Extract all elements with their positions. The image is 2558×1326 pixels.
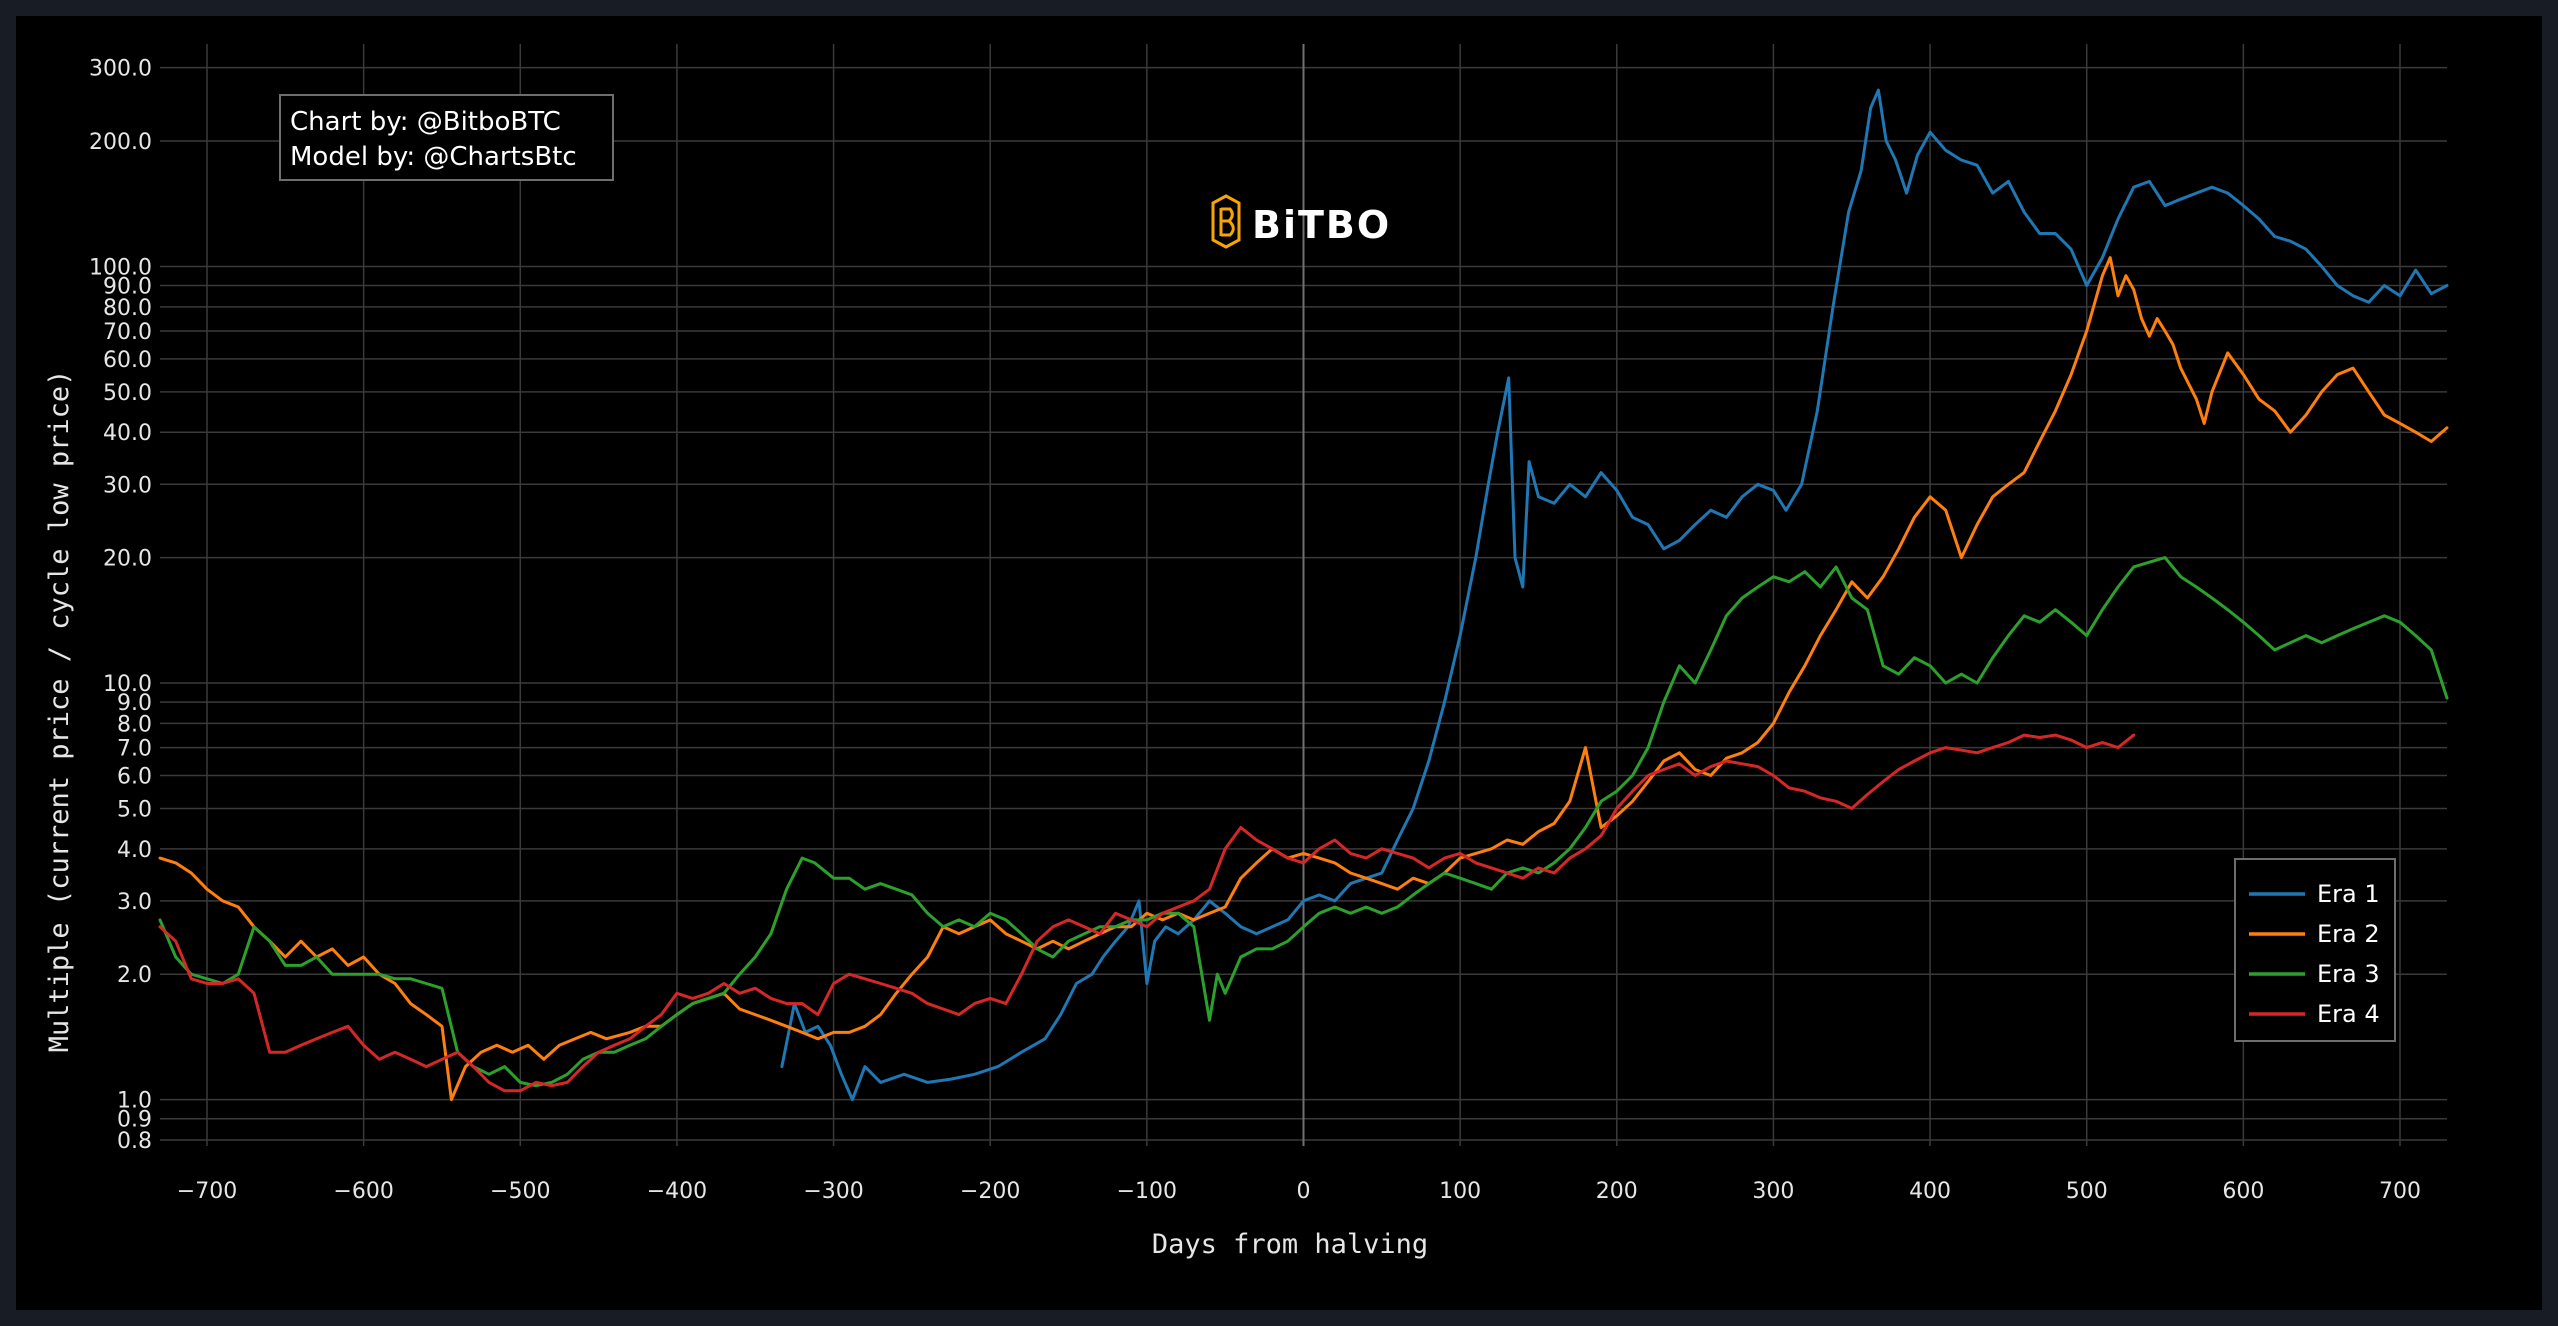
x-tick-label: 600 — [2222, 1179, 2264, 1204]
credit-chart-by: Chart by: @BitboBTC — [290, 107, 561, 137]
legend-box — [2234, 858, 2396, 1042]
grid-lines — [160, 44, 2447, 1146]
y-tick-label: 100.0 — [89, 255, 152, 280]
y-tick-label: 1.0 — [117, 1089, 152, 1114]
series-line-era-1 — [780, 88, 2449, 1102]
x-tick-label: 100 — [1439, 1179, 1481, 1204]
x-tick-label: −300 — [803, 1179, 863, 1204]
y-tick-label: 90.0 — [103, 275, 152, 300]
y-tick-label: 0.9 — [117, 1108, 152, 1133]
y-tick-label: 6.0 — [117, 764, 152, 789]
y-tick-label: 10.0 — [103, 672, 152, 697]
y-axis-title: Multiple (current price / cycle low pric… — [44, 370, 75, 1053]
y-tick-label: 2.0 — [117, 963, 152, 988]
x-tick-label: −200 — [960, 1179, 1020, 1204]
x-tick-label: −400 — [647, 1179, 707, 1204]
y-tick-label: 7.0 — [117, 737, 152, 762]
y-tick-label: 20.0 — [103, 547, 152, 572]
y-tick-label: 40.0 — [103, 421, 152, 446]
y-tick-label: 60.0 — [103, 348, 152, 373]
legend-label-era-4: Era 4 — [2317, 1000, 2380, 1028]
y-tick-label: 50.0 — [103, 381, 152, 406]
x-axis-title: Days from halving — [1152, 1229, 1428, 1260]
y-tick-label: 3.0 — [117, 890, 152, 915]
y-tick-label: 0.8 — [117, 1129, 152, 1154]
y-axis-ticks: 0.80.91.0 2.0 3.0 4.0 5.0 6.07.08.09.010.0 20.… — [89, 57, 152, 1154]
bitbo-logo-text: BiTBO — [1252, 203, 1391, 247]
x-tick-label: 200 — [1596, 1179, 1638, 1204]
x-tick-label: 400 — [1909, 1179, 1951, 1204]
legend-item-era-1: Era 1 — [2249, 880, 2380, 908]
x-tick-label: −700 — [177, 1179, 237, 1204]
chart-svg: 0.80.91.0 2.0 3.0 4.0 5.0 6.07.08.09.010.0 20.… — [44, 44, 2449, 1260]
y-tick-label: 5.0 — [117, 797, 152, 822]
x-tick-label: −500 — [490, 1179, 550, 1204]
credit-model-by: Model by: @ChartsBtc — [290, 142, 577, 172]
x-tick-label: 700 — [2379, 1179, 2421, 1204]
y-tick-label: 4.0 — [117, 838, 152, 863]
bitbo-logo: BiTBO — [1211, 194, 1391, 249]
y-tick-label: 30.0 — [103, 473, 152, 498]
x-tick-label: 500 — [2066, 1179, 2108, 1204]
y-tick-label: 80.0 — [103, 296, 152, 321]
x-tick-label: 0 — [1297, 1179, 1311, 1204]
y-tick-label: 70.0 — [103, 320, 152, 345]
bitbo-logo-icon — [1211, 194, 1241, 249]
legend-item-era-4: Era 4 — [2249, 1000, 2380, 1028]
x-tick-label: −100 — [1117, 1179, 1177, 1204]
y-tick-label: 200.0 — [89, 130, 152, 155]
chart-frame: 0.8 0.9 1.0 2.0 3.0 4.0 5.0 6.0 7.0 8.0 9.0 10.0 20.… — [16, 16, 2542, 1310]
y-tick-label: 9.0 — [117, 691, 152, 716]
series-line-era-2 — [158, 256, 2449, 1102]
x-tick-label: 300 — [1752, 1179, 1794, 1204]
y-tick-label: 8.0 — [117, 712, 152, 737]
x-tick-label: −600 — [333, 1179, 393, 1204]
legend-label-era-2: Era 2 — [2317, 920, 2380, 948]
legend-item-era-2: Era 2 — [2249, 920, 2380, 948]
legend-item-era-3: Era 3 — [2249, 960, 2380, 988]
series-line-era-4 — [158, 733, 2136, 1093]
legend-label-era-1: Era 1 — [2317, 880, 2380, 908]
legend: Era 1 Era 2 Era 3 Era 4 — [2234, 858, 2396, 1042]
series-layer — [158, 88, 2449, 1102]
x-axis-ticks: −700 −600 −500 −400 −300 −200 −100 0 100 200 300 40… — [177, 1179, 2421, 1204]
credits-box: Chart by: @BitboBTC Model by: @ChartsBtc — [279, 94, 614, 181]
legend-label-era-3: Era 3 — [2317, 960, 2380, 988]
y-tick-label: 300.0 — [89, 57, 152, 82]
